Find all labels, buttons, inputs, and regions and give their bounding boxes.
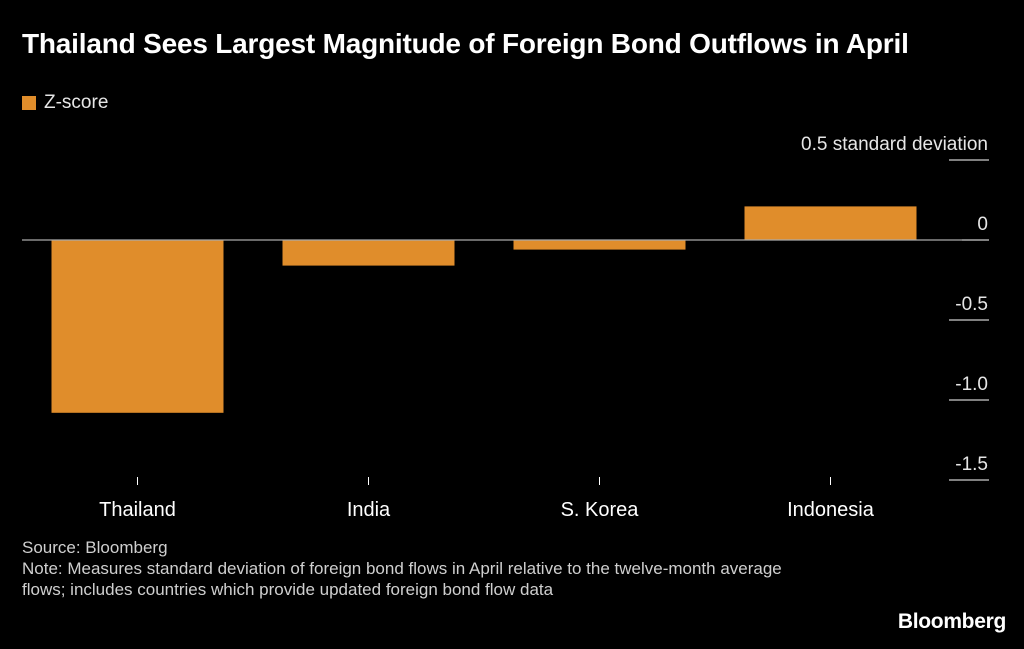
legend-swatch — [22, 96, 36, 110]
x-tick-label: Thailand — [99, 499, 176, 521]
bar-thailand — [51, 240, 224, 413]
chart-title: Thailand Sees Largest Magnitude of Forei… — [22, 28, 909, 59]
y-tick-label: 0.5 standard deviation — [801, 134, 988, 155]
legend: Z-score — [22, 92, 108, 114]
y-tick-label: -1.5 — [955, 454, 988, 475]
x-tick-label: S. Korea — [561, 499, 640, 521]
y-tick-label: -0.5 — [955, 294, 988, 315]
x-tick-label: India — [347, 499, 391, 521]
source-note: Source: Bloomberg — [22, 538, 168, 557]
y-tick-label: 0 — [977, 214, 988, 235]
y-tick-label: -1.0 — [955, 374, 988, 395]
x-tick-label: Indonesia — [787, 499, 875, 521]
bar-india — [282, 240, 455, 266]
legend-label: Z-score — [44, 92, 109, 113]
footnote: Note: Measures standard deviation of for… — [22, 559, 782, 599]
bar-s-korea — [513, 240, 686, 250]
bar-indonesia — [744, 206, 917, 240]
bloomberg-logo: Bloomberg — [897, 610, 1006, 633]
